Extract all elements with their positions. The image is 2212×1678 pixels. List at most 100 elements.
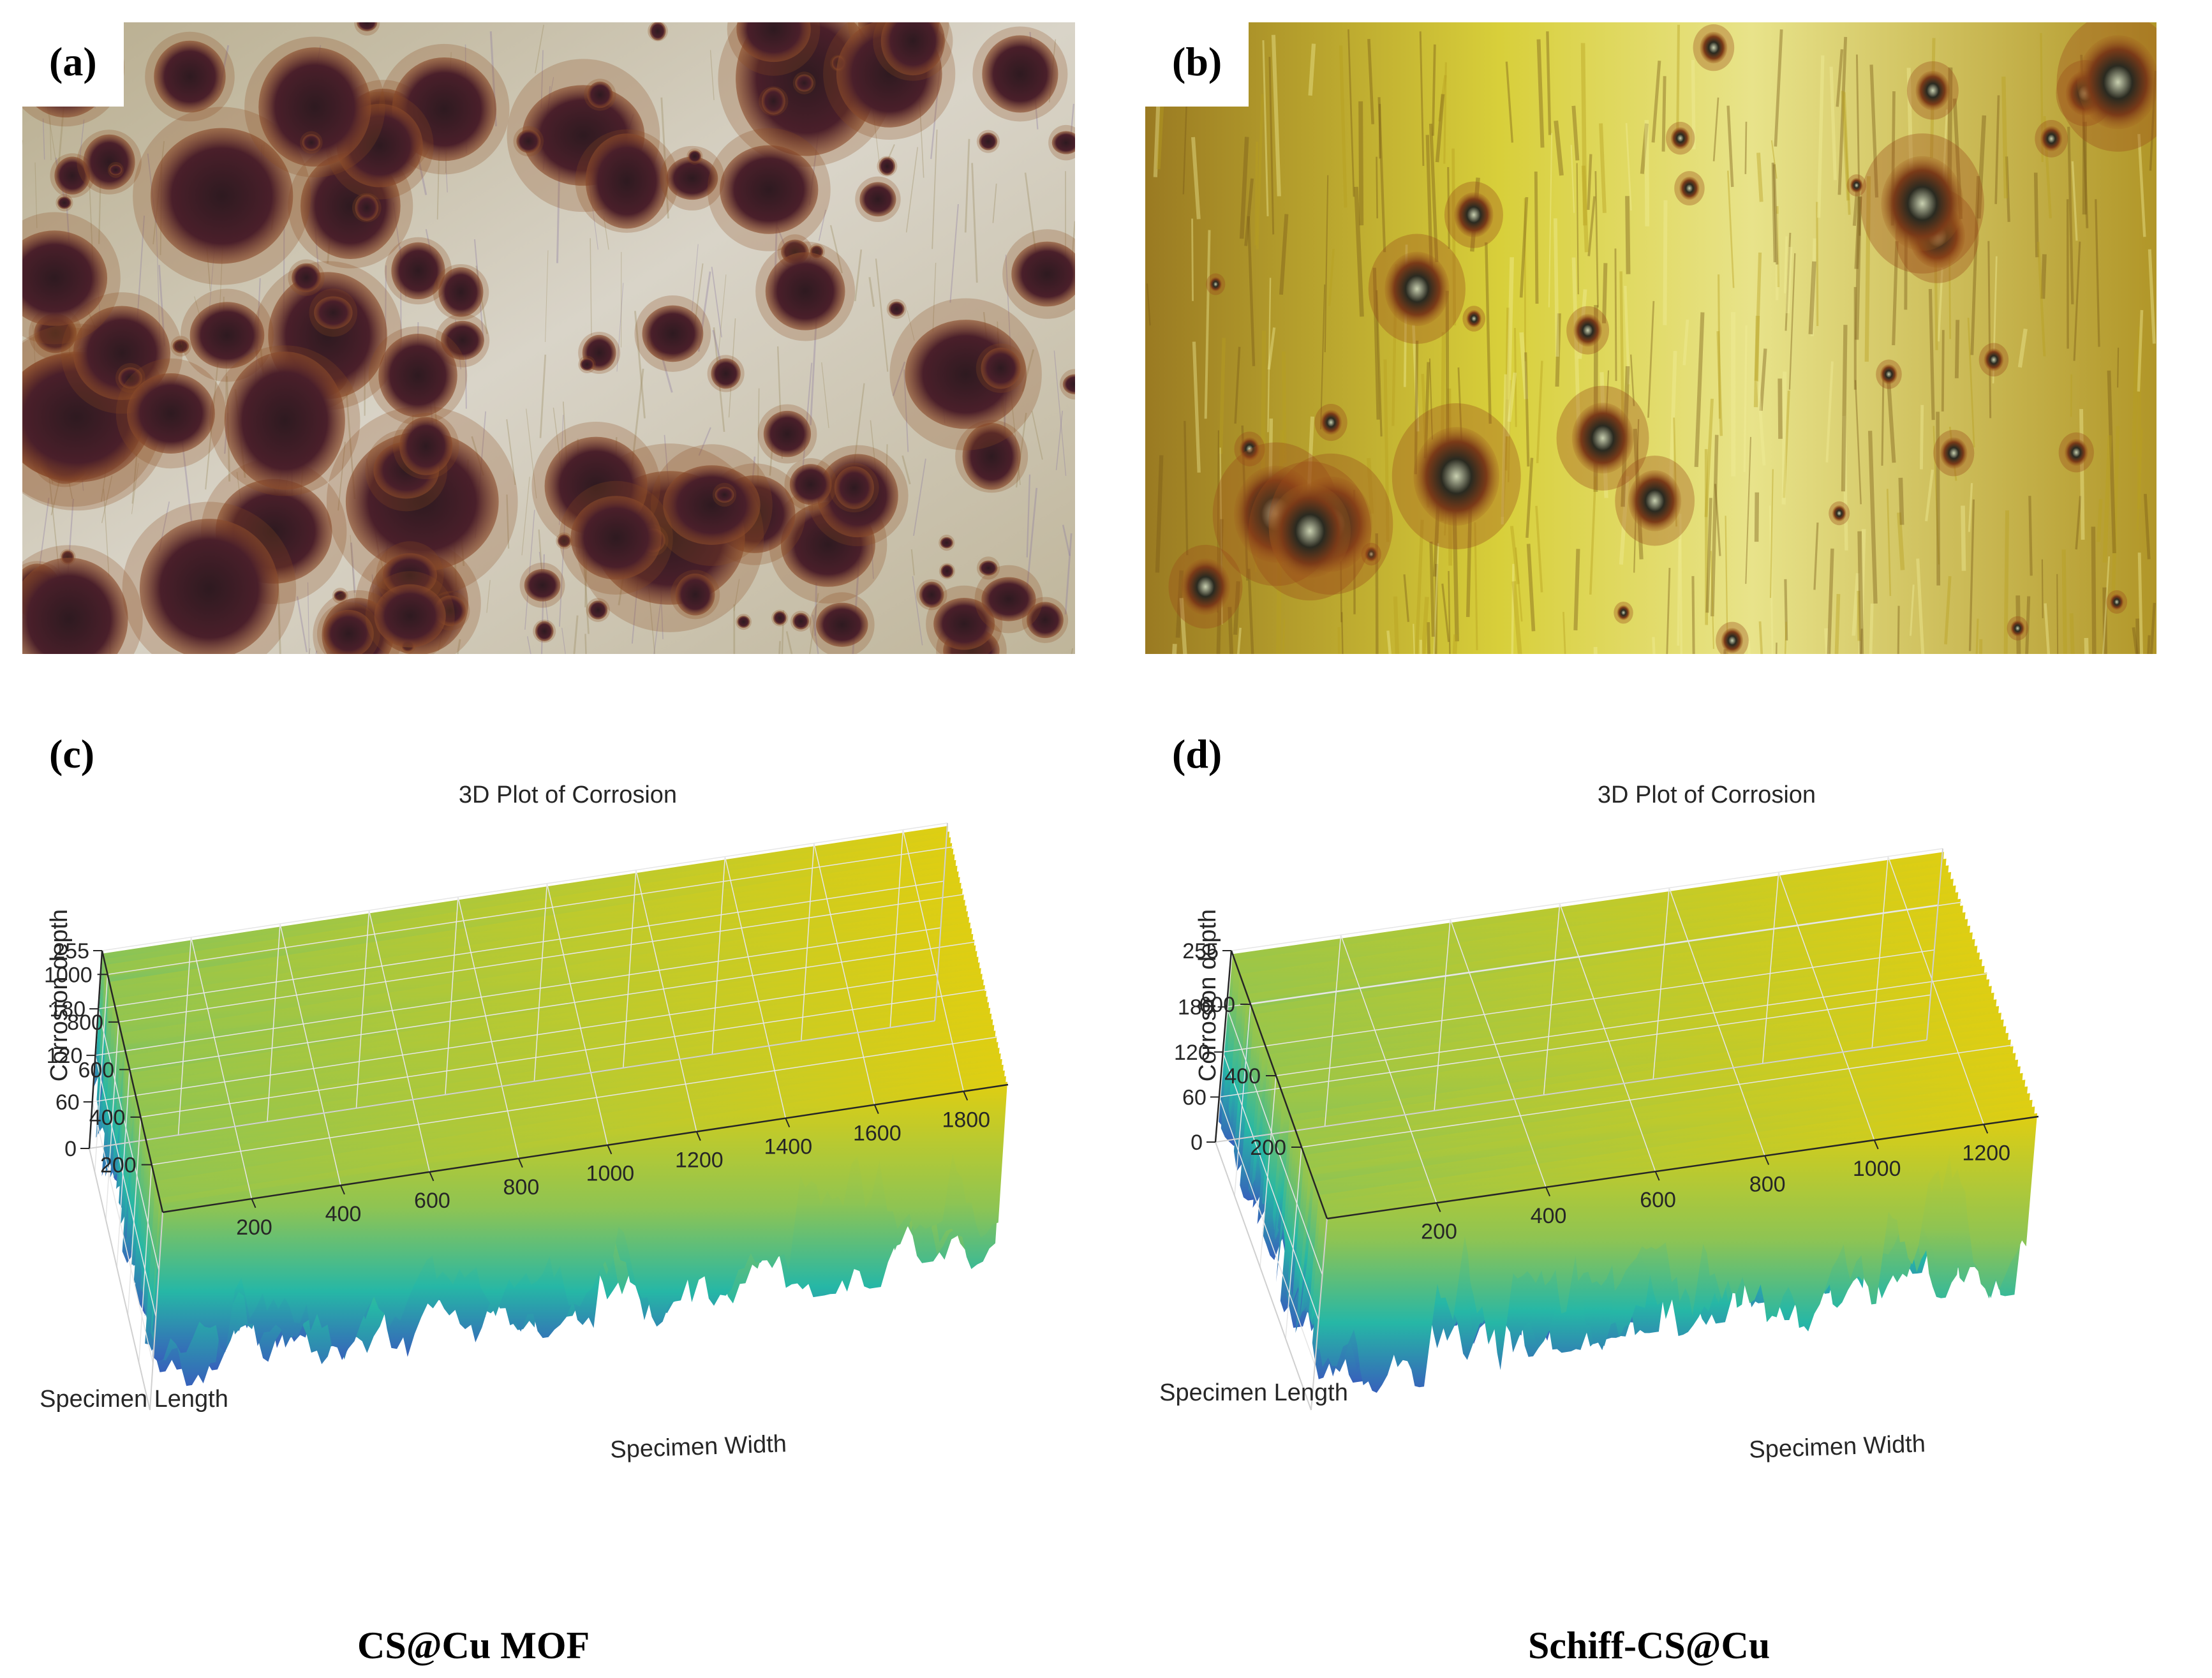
y-tick-label: 800 [67,1011,103,1035]
z-tick-label: 0 [64,1137,77,1161]
corrosion-pit [302,134,321,151]
corrosion-pit [834,466,874,509]
surface-streak [1308,43,1316,96]
surface-streak [821,362,829,428]
surface-streak [1419,639,1423,654]
surface-streak [1967,318,1975,448]
surface-streak [1378,103,1381,159]
surface-streak [50,477,61,516]
grid-line [177,937,192,1135]
surface-streak [1505,61,1514,143]
surface-streak [1619,476,1629,565]
surface-streak [1784,621,1787,654]
surface-streak [603,216,609,250]
surface-streak [1864,176,1871,362]
surface-streak [1594,171,1599,308]
grid-line [127,1117,142,1315]
surface-streak [1192,341,1201,473]
grid-line [116,1069,130,1268]
z-axis-label: Corrosion depth [46,909,73,1081]
corrosion-pit [1051,131,1075,154]
surface-streak [1262,40,1269,217]
panel-label-d: (d) [1145,715,1249,799]
surface-streak [1867,431,1878,604]
corrosion-pit [588,600,608,620]
x-tick-label: 1600 [853,1122,902,1146]
surface-streak [1771,162,1777,263]
y-tick-label: 400 [89,1106,126,1130]
surface-streak [1841,325,1848,492]
corrosion-pit [1027,602,1064,639]
surface-streak [1513,328,1517,427]
chart-d: 3D Plot of Corrosion 200 400 600 800 1000 120… [1145,715,2160,1499]
surface-streak [912,576,923,646]
corrosion-pit [535,621,554,642]
surface-streak [1834,593,1841,654]
z-tick-label: 60 [56,1090,80,1115]
surface-streak [1555,313,1561,387]
surface-streak [1781,371,1787,505]
grid-line [1219,994,1931,1098]
corrosion-pit [1239,437,1260,461]
surface-streak [1414,519,1424,654]
corrosion-pit [1721,628,1744,653]
surface-streak [1714,484,1721,556]
surface-streak [1236,627,1242,654]
surface-streak [1055,410,1064,470]
surface-streak [1372,267,1380,420]
corrosion-pit [109,165,122,175]
surface-streak [711,267,722,338]
surface-streak [2079,409,2085,540]
x-tick-label: 200 [1421,1219,1457,1244]
surface-streak [616,283,624,372]
surface-streak [1525,457,1534,538]
corrosion-pit [688,150,702,163]
grid-line [1259,1075,1277,1268]
surface-streak [2061,549,2067,654]
surface-streak [2005,156,2010,222]
surface-streak [1443,62,1447,164]
surface-streak [1554,120,1564,176]
surface-streak [2137,134,2146,237]
micrograph-b: (b) [1145,22,2156,654]
surface-streak [1855,54,1861,236]
surface-streak [1837,36,1848,195]
surface-streak [653,595,662,654]
surface-streak [964,138,970,233]
surface-streak [785,631,793,654]
surface-streak [1282,351,1287,464]
x-tick [340,1185,345,1195]
corrosion-pit [1670,127,1690,150]
corrosion-pit [1454,192,1494,237]
surface-streak [1816,55,1825,218]
surface-streak [2040,254,2047,299]
corrosion-pit [399,417,453,475]
grid-line [457,896,519,1159]
surface-streak [1319,284,1326,429]
surface-streak [38,498,50,575]
surface-streak [1504,308,1510,471]
surface-streak [892,361,906,396]
surface-streak [521,477,530,556]
surface-streak [992,183,997,223]
surface-streak [1679,514,1682,654]
corrosion-pit [258,47,371,167]
corrosion-pit [765,252,845,330]
corrosion-pit [2109,593,2124,610]
surface-streak [1614,248,1617,382]
surface-streak [1977,115,1987,219]
corrosion-pit [154,40,226,113]
surface-streak [1772,164,1779,265]
surface-streak [1836,49,1844,107]
surface-streak [1813,522,1819,590]
surface-streak [2071,161,2078,241]
surface-streak [540,50,544,108]
corrosion-pit [126,373,215,454]
surface-streak [1710,551,1714,650]
corrosion-pit [189,302,265,369]
surface-streak [1429,358,1433,440]
surface-streak [1393,596,1399,654]
x-tick [429,1171,434,1182]
surface-streak [2073,241,2081,361]
surface-streak [1451,148,1457,326]
